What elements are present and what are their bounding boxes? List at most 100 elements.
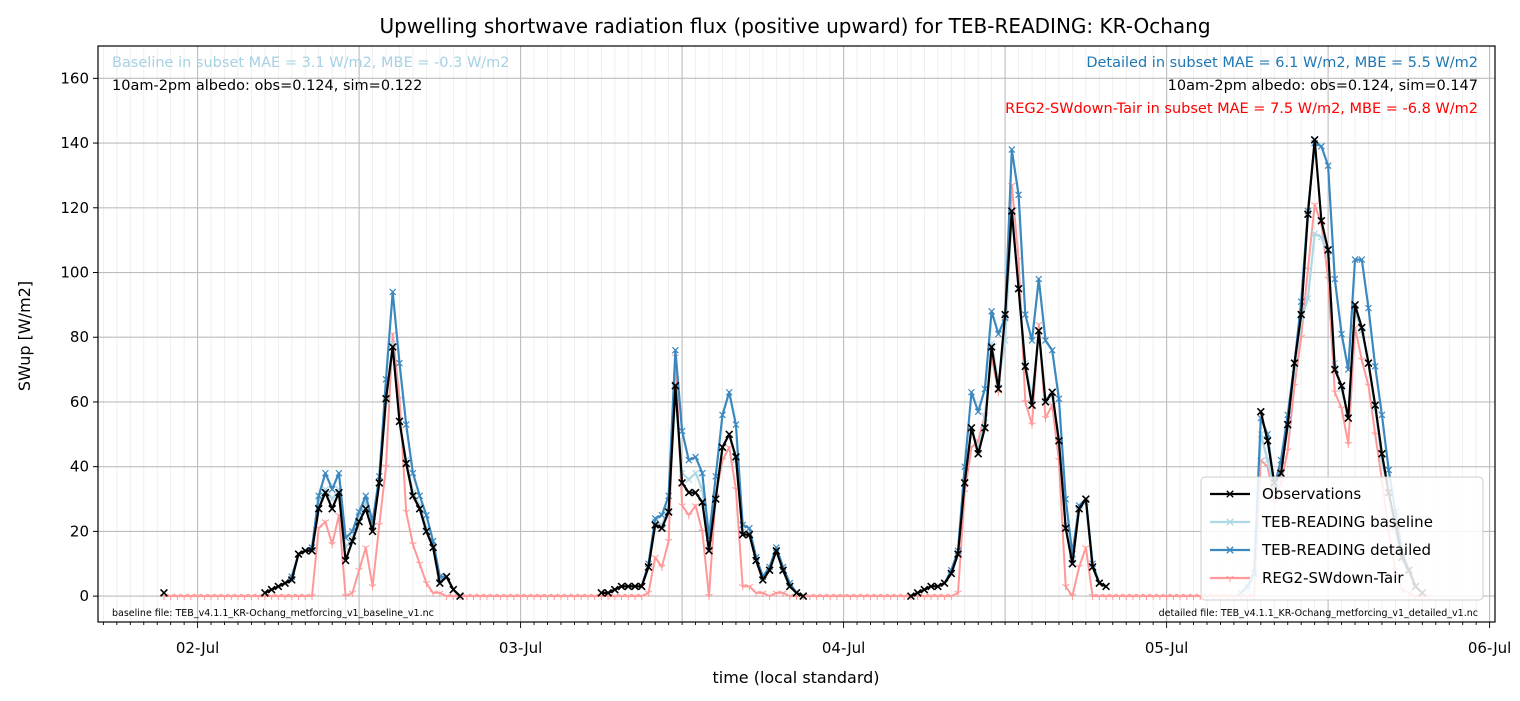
point-reg2	[489, 593, 498, 601]
point-observations	[395, 417, 404, 426]
point-observations	[429, 543, 438, 552]
x-tick-label: 05-Jul	[1145, 639, 1188, 657]
point-observations	[637, 582, 646, 591]
point-reg2	[1035, 321, 1043, 329]
point-reg2	[664, 538, 673, 546]
point-reg2	[631, 593, 639, 601]
point-observations	[402, 459, 411, 468]
point-observations	[1364, 359, 1373, 368]
point-reg2	[510, 593, 518, 601]
point-detailed	[994, 330, 1002, 338]
point-detailed	[1358, 256, 1366, 263]
point-detailed	[1055, 395, 1063, 403]
baseline-file-label: baseline file: TEB_v4.1.1_KR-Ochang_metf…	[112, 608, 434, 619]
x-tick-label: 06-Jul	[1468, 639, 1511, 657]
point-observations	[1001, 310, 1010, 319]
point-observations	[1021, 362, 1030, 371]
point-observations	[785, 582, 794, 591]
point-reg2	[1109, 593, 1117, 601]
point-observations	[1337, 381, 1346, 390]
point-detailed	[974, 408, 982, 416]
point-reg2	[214, 593, 222, 601]
point-detailed	[396, 359, 403, 367]
point-observations	[671, 381, 680, 390]
point-reg2	[362, 545, 370, 552]
point-observations	[274, 582, 283, 591]
point-baseline	[692, 469, 699, 477]
point-observations	[1102, 582, 1111, 591]
point-reg2	[873, 593, 881, 601]
point-observations	[1277, 469, 1285, 478]
point-reg2	[1344, 441, 1353, 449]
point-observations	[772, 546, 781, 555]
point-observations	[644, 563, 653, 571]
point-reg2	[1028, 422, 1036, 429]
point-observations	[1028, 401, 1036, 410]
point-observations	[994, 385, 1003, 393]
point-reg2	[745, 583, 754, 591]
point-reg2	[483, 593, 491, 601]
point-reg2	[550, 593, 558, 601]
series-line-baseline	[601, 394, 804, 598]
point-reg2	[294, 593, 303, 601]
point-reg2	[1176, 593, 1184, 601]
point-observations	[388, 342, 397, 351]
point-observations	[368, 527, 377, 536]
point-reg2	[1162, 593, 1171, 601]
point-reg2	[543, 593, 552, 601]
point-observations	[745, 530, 754, 539]
point-reg2	[1135, 593, 1144, 601]
point-detailed	[725, 388, 733, 396]
point-observations	[725, 430, 734, 439]
x-tick-label: 03-Jul	[499, 639, 542, 657]
point-detailed	[651, 515, 659, 522]
point-reg2	[557, 593, 565, 601]
point-reg2	[442, 593, 451, 601]
point-reg2	[738, 583, 747, 591]
point-reg2	[1082, 545, 1090, 552]
point-reg2	[530, 593, 538, 601]
legend-label: TEB-READING detailed	[1261, 541, 1431, 559]
point-reg2	[685, 512, 693, 520]
point-observations	[1310, 135, 1319, 144]
point-detailed	[698, 469, 706, 477]
point-detailed	[1317, 142, 1325, 150]
point-observations	[1048, 388, 1057, 397]
point-reg2	[449, 593, 458, 601]
point-observations	[604, 588, 613, 597]
legend-marker	[1226, 546, 1234, 554]
point-observations	[779, 566, 788, 575]
y-tick-label: 160	[60, 69, 89, 87]
point-observations	[1054, 436, 1063, 445]
point-observations	[718, 443, 727, 452]
point-detailed	[409, 469, 417, 477]
point-baseline	[685, 476, 693, 484]
point-reg2	[503, 593, 511, 601]
point-observations	[260, 588, 269, 597]
point-reg2	[617, 593, 626, 601]
y-axis: 0 20 40 60 80 100 120 140 160	[60, 69, 98, 605]
point-reg2	[611, 593, 619, 601]
point-reg2	[368, 583, 377, 591]
point-reg2	[860, 593, 868, 601]
point-reg2	[779, 590, 787, 597]
point-observations	[617, 582, 626, 591]
point-detailed	[988, 307, 996, 315]
point-reg2	[301, 593, 310, 601]
point-detailed	[678, 427, 686, 435]
point-observations	[980, 423, 989, 432]
y-tick-label: 100	[60, 264, 89, 282]
point-reg2	[422, 580, 431, 588]
point-reg2	[496, 593, 505, 601]
annotation-baseline-stats: Baseline in subset MAE = 3.1 W/m2, MBE =…	[112, 55, 510, 71]
annotation-detailed-albedo: 10am-2pm albedo: obs=0.124, sim=0.147	[1168, 78, 1478, 94]
point-reg2	[846, 593, 855, 601]
point-observations	[408, 491, 417, 500]
point-reg2	[187, 593, 195, 601]
point-reg2	[853, 593, 861, 601]
point-reg2	[570, 593, 579, 601]
point-observations	[691, 488, 700, 497]
point-observations	[375, 478, 384, 487]
point-detailed	[1028, 337, 1036, 344]
point-reg2	[644, 590, 653, 597]
